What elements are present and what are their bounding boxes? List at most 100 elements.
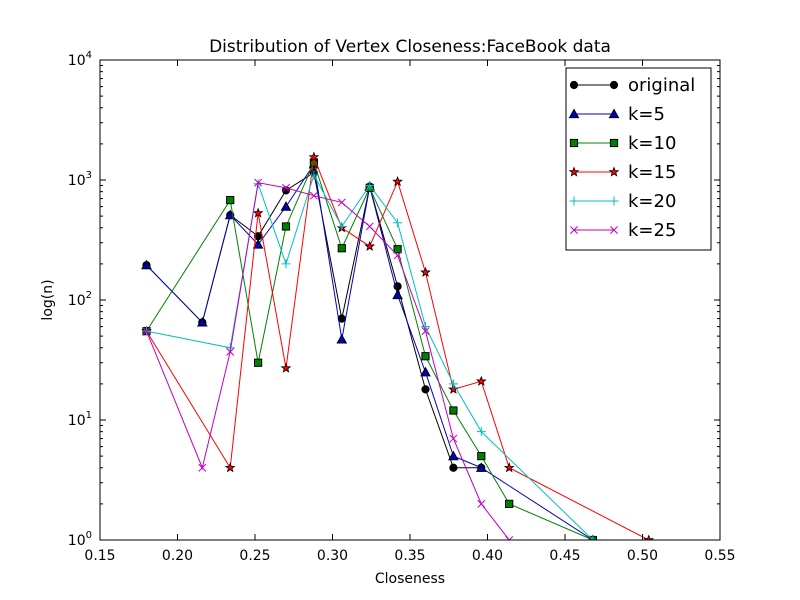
data-point-k-10 (421, 352, 430, 361)
data-point-k-15 (252, 207, 264, 218)
x-tick-label: 0.25 (239, 548, 270, 564)
data-point-k-10 (477, 452, 486, 461)
data-point-k-15 (224, 462, 236, 473)
data-point-k-10 (226, 195, 235, 205)
x-marker-b (142, 327, 151, 336)
y-tick-label: 103 (68, 170, 92, 189)
legend-label: k=15 (628, 162, 676, 183)
data-point-k-15 (503, 462, 515, 473)
legend-label: k=5 (628, 104, 665, 125)
legend-marker (610, 226, 618, 234)
legend-box (565, 67, 712, 251)
data-point-k-5 (336, 333, 348, 344)
data-point-k-5 (420, 366, 431, 377)
data-point-k-25 (421, 327, 430, 336)
x-marker-b (226, 347, 235, 356)
x-tick-label: 0.20 (162, 548, 193, 564)
data-point-k-5 (392, 289, 403, 300)
data-point-k-25 (142, 327, 151, 336)
y-tick-label: 100 (68, 530, 92, 549)
legend-marker (609, 138, 619, 148)
data-point-k-10 (505, 499, 514, 508)
x-tick-label: 0.15 (84, 548, 115, 564)
legend-marker (609, 80, 619, 90)
data-point-k-25 (449, 434, 458, 443)
legend-entry-k-15: k=15 (568, 162, 676, 183)
data-point-k-25 (254, 178, 263, 187)
series-k-15 (141, 151, 655, 540)
x-marker-b (282, 183, 290, 192)
data-point-k-25 (198, 463, 207, 472)
data-point-k-20 (476, 427, 486, 437)
legend-label: k=20 (628, 191, 676, 212)
y-tick-label: 102 (68, 290, 92, 309)
x-marker-b (198, 463, 207, 472)
x-tick-label: 0.30 (317, 548, 348, 564)
legend-marker (570, 226, 578, 234)
data-point-k-20 (421, 322, 430, 332)
legend-entry-k-5: k=5 (568, 104, 665, 125)
data-point-k-5 (196, 316, 208, 327)
data-point-k-25 (505, 536, 514, 540)
x-marker-b (365, 222, 374, 231)
legend-entry-k-10: k=10 (569, 133, 676, 154)
data-point-original (449, 463, 458, 472)
data-point-k-25 (309, 191, 318, 200)
data-point-k-20 (309, 170, 319, 180)
x-marker-b (337, 198, 346, 207)
data-point-k-20 (588, 535, 598, 540)
data-point-k-15 (448, 383, 459, 394)
data-point-k-5 (141, 259, 152, 270)
data-point-k-10 (393, 245, 402, 254)
data-point-k-5 (252, 238, 264, 249)
legend-marker (568, 108, 580, 119)
data-point-k-15 (364, 240, 376, 251)
series-k-25 (142, 178, 514, 540)
plot-frame (99, 59, 721, 541)
legend-marker (569, 138, 579, 148)
data-point-k-15 (643, 534, 655, 540)
data-point-k-25 (226, 347, 235, 356)
y-tick-label: 101 (68, 410, 92, 429)
legend-marker (569, 196, 579, 206)
legend-entry-k-20: k=20 (569, 191, 676, 212)
data-point-k-25 (337, 198, 346, 207)
data-point-k-25 (282, 183, 290, 192)
data-point-k-5 (280, 201, 292, 211)
legend-label: k=10 (628, 133, 676, 154)
data-point-k-15 (392, 175, 403, 187)
x-marker-b (421, 327, 430, 336)
data-point-k-20 (448, 379, 458, 389)
data-point-k-10 (281, 222, 291, 231)
legend-entry-k-25: k=25 (570, 220, 676, 241)
data-point-k-15 (280, 362, 292, 373)
series-k-5 (141, 158, 596, 540)
x-tick-label: 0.40 (472, 548, 503, 564)
x-marker-b (570, 226, 578, 234)
data-point-k-20 (365, 180, 375, 190)
legend-label: original (628, 75, 695, 96)
x-tick-label: 0.35 (394, 548, 425, 564)
x-marker-b (477, 499, 486, 508)
legend-marker (608, 108, 620, 119)
data-point-original (421, 385, 430, 394)
legend-marker (609, 196, 619, 206)
x-tick-label: 0.45 (549, 548, 580, 564)
x-marker-b (309, 191, 318, 200)
data-point-k-15 (475, 375, 487, 386)
legend: original k=5 k=10 k=15 k=20 k=25 (565, 67, 712, 251)
x-marker-b (610, 226, 618, 234)
y-tick-label: 104 (68, 50, 92, 69)
legend-marker (568, 166, 580, 177)
legend-label: k=25 (628, 220, 676, 241)
data-point-k-10 (449, 406, 458, 415)
data-point-k-20 (337, 221, 347, 231)
legend-marker (569, 80, 579, 90)
data-point-k-15 (308, 151, 320, 162)
data-point-k-5 (475, 462, 487, 472)
data-point-k-20 (393, 218, 403, 228)
x-marker-b (254, 178, 263, 187)
data-point-k-20 (281, 259, 291, 269)
